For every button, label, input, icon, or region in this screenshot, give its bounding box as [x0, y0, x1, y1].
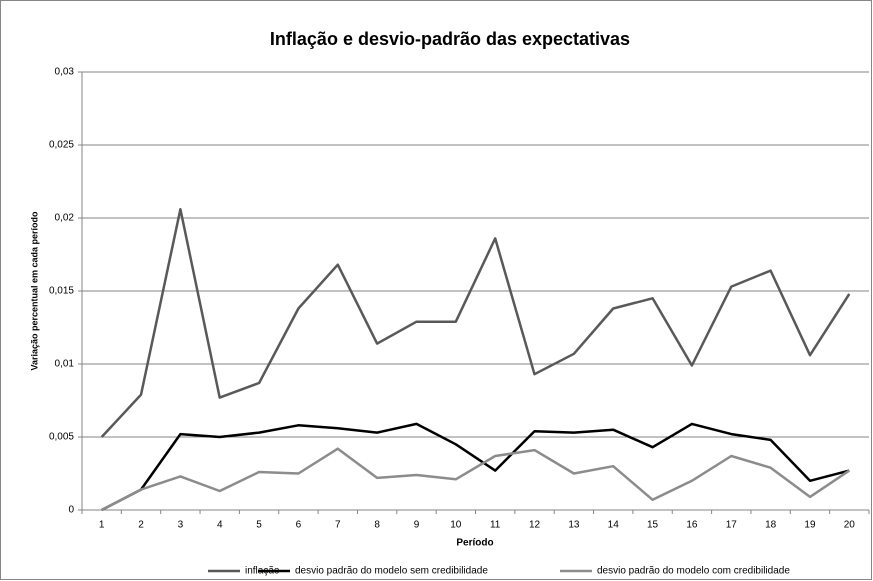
y-tick-label: 0,015	[49, 286, 74, 297]
y-tick-label: 0,03	[55, 67, 75, 78]
legend-label: desvio padrão do modelo com credibilidad…	[597, 566, 790, 577]
y-tick-label: 0,005	[49, 432, 74, 443]
x-tick-label: 6	[296, 520, 302, 531]
x-tick-label: 4	[217, 520, 223, 531]
x-tick-label: 8	[374, 520, 380, 531]
series-line	[100, 207, 851, 438]
x-tick-label: 9	[414, 520, 420, 531]
x-tick-label: 14	[608, 520, 620, 531]
y-tick-label: 0,02	[55, 213, 75, 224]
y-tick-label: 0	[68, 505, 74, 516]
x-tick-label: 13	[568, 520, 580, 531]
x-tick-label: 16	[686, 520, 698, 531]
chart-title: Inflação e desvio-padrão das expectativa…	[270, 29, 630, 49]
x-tick-label: 7	[335, 520, 341, 531]
x-tick-label: 19	[804, 520, 816, 531]
y-axis-title: Variação percentual em cada período	[29, 211, 39, 371]
x-tick-label: 20	[844, 520, 856, 531]
legend-label: desvio padrão do modelo sem credibilidad…	[295, 566, 488, 577]
x-tick-label: 12	[529, 520, 541, 531]
x-tick-label: 15	[647, 520, 659, 531]
x-axis-title: Período	[456, 538, 493, 549]
x-tick-label: 18	[765, 520, 777, 531]
x-tick-label: 10	[450, 520, 462, 531]
y-tick-label: 0,025	[49, 140, 74, 151]
x-tick-label: 17	[726, 520, 738, 531]
x-tick-label: 1	[99, 520, 105, 531]
x-tick-label: 3	[178, 520, 184, 531]
x-tick-label: 5	[256, 520, 262, 531]
series-line	[101, 447, 850, 512]
x-tick-label: 11	[490, 520, 501, 531]
x-tick-label: 2	[138, 520, 144, 531]
y-tick-label: 0,01	[55, 359, 75, 370]
series-line	[101, 422, 850, 512]
